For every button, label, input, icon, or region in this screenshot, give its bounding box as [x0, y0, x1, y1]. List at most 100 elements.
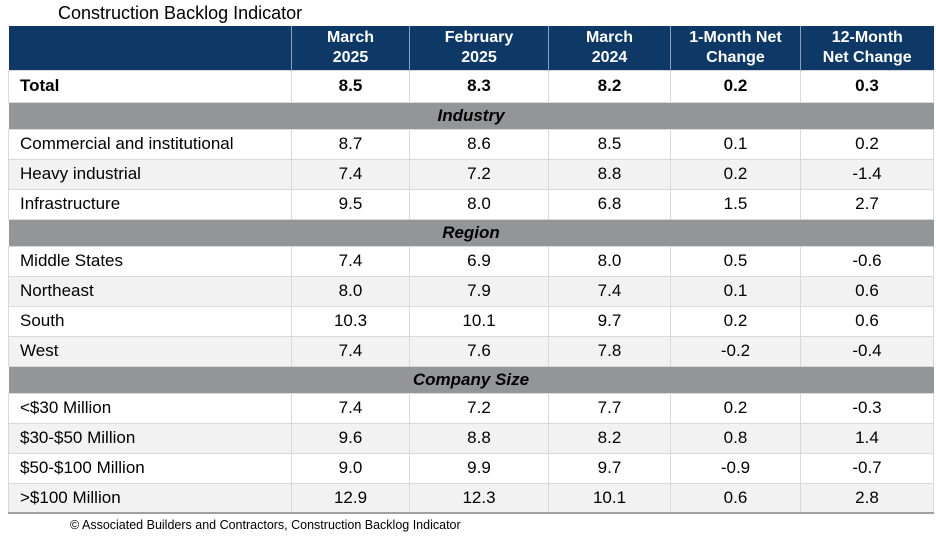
header-cell-12-month-net-change: 12-Month Net Change	[800, 26, 934, 70]
cell-value: 8.0	[291, 275, 410, 307]
table-row: $30-$50 Million 9.6 8.8 8.2 0.8 1.4	[8, 422, 934, 454]
row-label: Commercial and institutional	[8, 128, 292, 160]
cell-value: 0.8	[670, 422, 801, 454]
cell-value: 7.6	[409, 335, 549, 367]
section-header-row: Company Size	[8, 365, 934, 394]
cell-value: -0.3	[800, 392, 934, 424]
cell-value: 10.1	[409, 305, 549, 337]
cell-value: 8.5	[548, 128, 671, 160]
cell-value: -0.9	[670, 452, 801, 484]
page-title: Construction Backlog Indicator	[58, 3, 303, 23]
table-row: <$30 Million 7.4 7.2 7.7 0.2 -0.3	[8, 392, 934, 424]
cell-value: 8.7	[291, 128, 410, 160]
row-label: South	[8, 305, 292, 337]
row-label: <$30 Million	[8, 392, 292, 424]
cell-value: 2.8	[800, 482, 934, 514]
cell-value: 7.2	[409, 158, 549, 190]
cell-value: 0.1	[670, 128, 801, 160]
cell-value: -1.4	[800, 158, 934, 190]
section-header-row: Industry	[8, 101, 934, 130]
table-row: >$100 Million 12.9 12.3 10.1 0.6 2.8	[8, 482, 934, 514]
row-label: West	[8, 335, 292, 367]
source-note: © Associated Builders and Contractors, C…	[70, 518, 461, 532]
row-label: $30-$50 Million	[8, 422, 292, 454]
header-row: March 2025 February 2025 March 2024 1-Mo…	[8, 26, 934, 70]
cell-value: 7.4	[291, 158, 410, 190]
table-row: $50-$100 Million 9.0 9.9 9.7 -0.9 -0.7	[8, 452, 934, 484]
cell-value: 0.6	[800, 275, 934, 307]
cell-value: 0.3	[800, 69, 934, 103]
cell-value: 7.4	[291, 245, 410, 277]
cell-value: 0.2	[670, 69, 801, 103]
cell-value: 7.8	[548, 335, 671, 367]
section-title: Region	[8, 218, 934, 247]
table-row: Middle States 7.4 6.9 8.0 0.5 -0.6	[8, 245, 934, 277]
cell-value: 7.4	[291, 335, 410, 367]
total-row: Total 8.5 8.3 8.2 0.2 0.3	[8, 69, 934, 103]
table-header: March 2025 February 2025 March 2024 1-Mo…	[8, 26, 934, 70]
row-label: Total	[8, 69, 292, 103]
cell-value: 8.3	[409, 69, 549, 103]
row-label: $50-$100 Million	[8, 452, 292, 484]
cell-value: 8.0	[409, 188, 549, 220]
cell-value: 7.4	[548, 275, 671, 307]
cell-value: 10.3	[291, 305, 410, 337]
cell-value: -0.4	[800, 335, 934, 367]
cell-value: 7.4	[291, 392, 410, 424]
cell-value: 0.1	[670, 275, 801, 307]
table-row: Heavy industrial 7.4 7.2 8.8 0.2 -1.4	[8, 158, 934, 190]
section-header-row: Region	[8, 218, 934, 247]
row-label: Middle States	[8, 245, 292, 277]
cell-value: -0.6	[800, 245, 934, 277]
header-cell-february-2025: February 2025	[409, 26, 549, 70]
cell-value: 8.8	[409, 422, 549, 454]
table-row: Northeast 8.0 7.9 7.4 0.1 0.6	[8, 275, 934, 307]
table-row: West 7.4 7.6 7.8 -0.2 -0.4	[8, 335, 934, 367]
cell-value: 0.2	[670, 158, 801, 190]
row-label: Infrastructure	[8, 188, 292, 220]
cell-value: 0.2	[670, 392, 801, 424]
table-row: South 10.3 10.1 9.7 0.2 0.6	[8, 305, 934, 337]
cell-value: 9.7	[548, 305, 671, 337]
cell-value: 0.2	[800, 128, 934, 160]
cell-value: 9.0	[291, 452, 410, 484]
row-label: Northeast	[8, 275, 292, 307]
cell-value: 10.1	[548, 482, 671, 514]
cell-value: 8.5	[291, 69, 410, 103]
cell-value: 12.3	[409, 482, 549, 514]
backlog-table: March 2025 February 2025 March 2024 1-Mo…	[8, 26, 934, 514]
cell-value: -0.2	[670, 335, 801, 367]
cell-value: 8.0	[548, 245, 671, 277]
cell-value: 7.7	[548, 392, 671, 424]
cell-value: 2.7	[800, 188, 934, 220]
table-row: Commercial and institutional 8.7 8.6 8.5 0.1…	[8, 128, 934, 160]
cell-value: 0.2	[670, 305, 801, 337]
cell-value: 9.6	[291, 422, 410, 454]
header-cell-1-month-net-change: 1-Month Net Change	[670, 26, 801, 70]
cell-value: 7.9	[409, 275, 549, 307]
cell-value: 8.2	[548, 69, 671, 103]
cell-value: 6.8	[548, 188, 671, 220]
cell-value: 9.5	[291, 188, 410, 220]
table-row: Infrastructure 9.5 8.0 6.8 1.5 2.7	[8, 188, 934, 220]
cell-value: 8.8	[548, 158, 671, 190]
table-body: Total 8.5 8.3 8.2 0.2 0.3 Industry Commer…	[8, 69, 934, 514]
row-label: Heavy industrial	[8, 158, 292, 190]
header-cell-blank	[8, 26, 292, 70]
cell-value: 0.5	[670, 245, 801, 277]
row-label: >$100 Million	[8, 482, 292, 514]
header-cell-march-2025: March 2025	[291, 26, 410, 70]
cell-value: -0.7	[800, 452, 934, 484]
cell-value: 9.7	[548, 452, 671, 484]
cell-value: 8.2	[548, 422, 671, 454]
header-cell-march-2024: March 2024	[548, 26, 671, 70]
cell-value: 9.9	[409, 452, 549, 484]
section-title: Industry	[8, 101, 934, 130]
cell-value: 12.9	[291, 482, 410, 514]
cell-value: 1.4	[800, 422, 934, 454]
cell-value: 6.9	[409, 245, 549, 277]
cell-value: 0.6	[670, 482, 801, 514]
section-title: Company Size	[8, 365, 934, 394]
cell-value: 1.5	[670, 188, 801, 220]
